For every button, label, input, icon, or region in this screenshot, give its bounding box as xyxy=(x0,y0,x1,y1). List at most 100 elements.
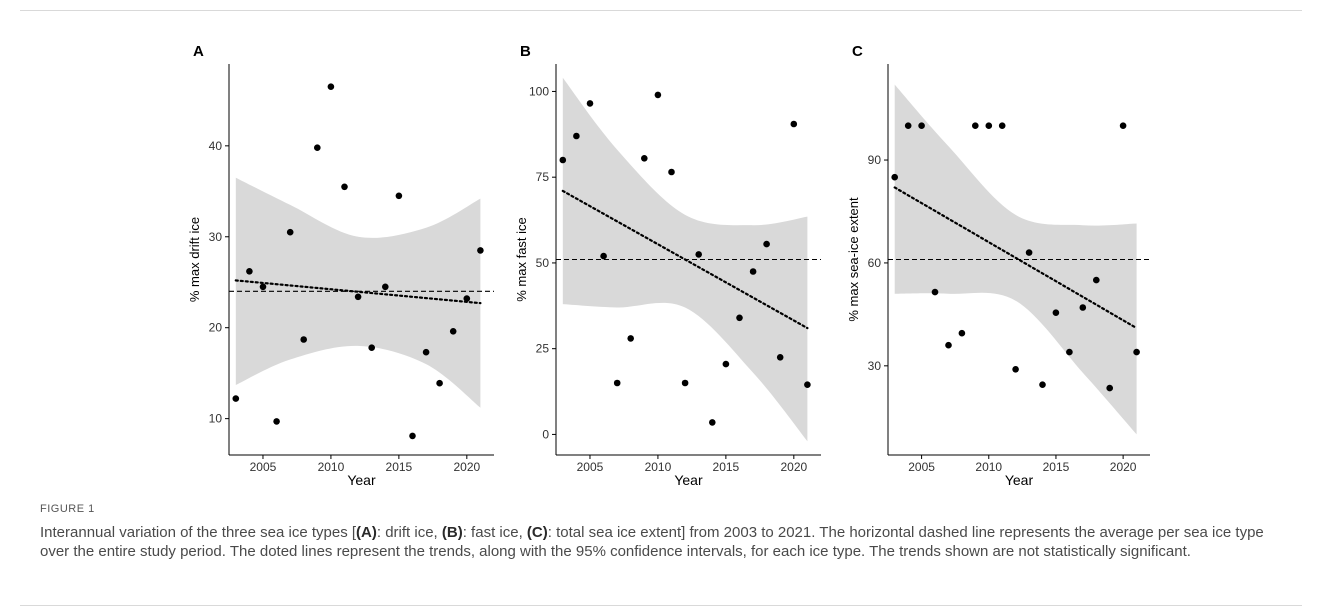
data-point xyxy=(681,379,689,387)
y-axis-title: % max drift ice xyxy=(187,217,202,302)
y-tick-label: 30 xyxy=(209,230,223,244)
data-point xyxy=(600,252,607,260)
data-point xyxy=(1119,122,1127,129)
data-point xyxy=(463,295,471,302)
data-point xyxy=(1093,276,1100,284)
x-tick-label: 2010 xyxy=(318,460,345,474)
y-tick-label: 90 xyxy=(868,153,882,167)
data-point xyxy=(804,381,811,389)
figure-frame xyxy=(20,10,1302,606)
caption-text: : drift ice, xyxy=(376,524,442,541)
panel-letter: A xyxy=(193,43,204,60)
data-point xyxy=(232,395,240,402)
y-tick-label: 50 xyxy=(536,256,550,270)
data-point xyxy=(776,354,784,361)
panel-letter: C xyxy=(852,43,863,60)
trend-line xyxy=(234,279,482,305)
data-point xyxy=(286,228,294,236)
data-point xyxy=(573,132,580,140)
confidence-band xyxy=(894,84,1137,435)
data-point xyxy=(422,348,430,356)
data-point xyxy=(368,344,376,352)
x-tick-label: 2005 xyxy=(250,460,277,474)
data-point xyxy=(613,379,621,387)
data-point xyxy=(709,419,716,426)
data-point xyxy=(945,341,952,349)
x-axis-title: Year xyxy=(1005,472,1034,488)
data-point xyxy=(1133,348,1140,356)
y-tick-label: 25 xyxy=(536,342,550,356)
x-tick-label: 2005 xyxy=(577,460,604,474)
y-tick-label: 60 xyxy=(868,256,882,270)
data-point xyxy=(382,283,389,291)
trend-line xyxy=(561,189,809,330)
data-point xyxy=(931,288,939,296)
data-point xyxy=(790,120,798,128)
data-point xyxy=(918,122,925,129)
confidence-band xyxy=(235,177,481,408)
trend-line xyxy=(893,186,1138,330)
data-point xyxy=(654,91,662,99)
data-point xyxy=(327,83,335,90)
data-point xyxy=(722,360,730,368)
data-point xyxy=(246,268,253,275)
y-tick-label: 10 xyxy=(209,412,223,426)
data-point xyxy=(449,328,457,335)
data-point xyxy=(1025,249,1033,256)
data-point xyxy=(763,240,770,248)
data-point xyxy=(586,100,594,107)
panel-b: 0 25 50 75 100 2005 2010 2015 2020 Year % max fast… xyxy=(514,43,821,488)
panel-letter: B xyxy=(520,43,531,60)
data-point xyxy=(354,293,362,301)
data-point xyxy=(1079,304,1087,311)
data-point xyxy=(972,122,979,129)
caption-text: : fast ice, xyxy=(462,524,527,541)
data-point xyxy=(477,247,484,254)
data-point xyxy=(436,379,443,387)
y-tick-label: 40 xyxy=(209,139,223,153)
data-point xyxy=(559,156,567,164)
data-point xyxy=(273,418,280,425)
caption-text: Interannual variation of the three sea i… xyxy=(40,524,357,541)
x-axis-title: Year xyxy=(674,472,703,488)
data-point xyxy=(1106,384,1113,392)
data-point xyxy=(998,122,1006,129)
caption-text: : total sea ice extent] from 2003 to 202… xyxy=(40,524,1264,560)
x-tick-label: 2020 xyxy=(780,460,807,474)
y-tick-label: 100 xyxy=(529,84,549,98)
x-tick-label: 2010 xyxy=(645,460,672,474)
data-point xyxy=(395,192,403,200)
figure-panels: 10 20 30 40 2005 2010 2015 2020 Year % max drift … xyxy=(187,43,1150,488)
caption-ref-a: (A) xyxy=(356,524,377,541)
x-tick-label: 2005 xyxy=(908,460,935,474)
x-tick-label: 2020 xyxy=(453,460,480,474)
caption-ref-b: (B) xyxy=(441,524,463,541)
data-point xyxy=(641,155,648,162)
data-point xyxy=(314,144,321,151)
panel-a: 10 20 30 40 2005 2010 2015 2020 Year % max drift … xyxy=(187,43,494,488)
data-point xyxy=(985,122,993,129)
x-tick-label: 2015 xyxy=(1043,460,1070,474)
data-point xyxy=(736,314,743,322)
y-axis-title: % max sea-ice extent xyxy=(846,197,861,322)
x-tick-label: 2020 xyxy=(1110,460,1137,474)
y-axis-title: % max fast ice xyxy=(514,217,529,302)
data-point xyxy=(409,432,416,440)
data-point xyxy=(749,268,757,275)
x-tick-label: 2015 xyxy=(713,460,740,474)
data-point xyxy=(1039,381,1046,389)
data-point xyxy=(300,336,308,343)
figure-label: FIGURE 1 xyxy=(40,503,95,515)
data-point xyxy=(695,251,702,258)
caption-ref-c: (C) xyxy=(526,524,548,541)
x-axis-title: Year xyxy=(347,472,376,488)
data-point xyxy=(1052,309,1060,317)
data-point xyxy=(259,283,267,291)
y-tick-label: 0 xyxy=(542,427,549,441)
x-tick-label: 2010 xyxy=(975,460,1002,474)
data-point xyxy=(627,335,634,342)
data-point xyxy=(1066,348,1073,356)
data-point xyxy=(341,183,348,191)
y-tick-label: 30 xyxy=(868,359,882,373)
data-point xyxy=(891,173,898,181)
